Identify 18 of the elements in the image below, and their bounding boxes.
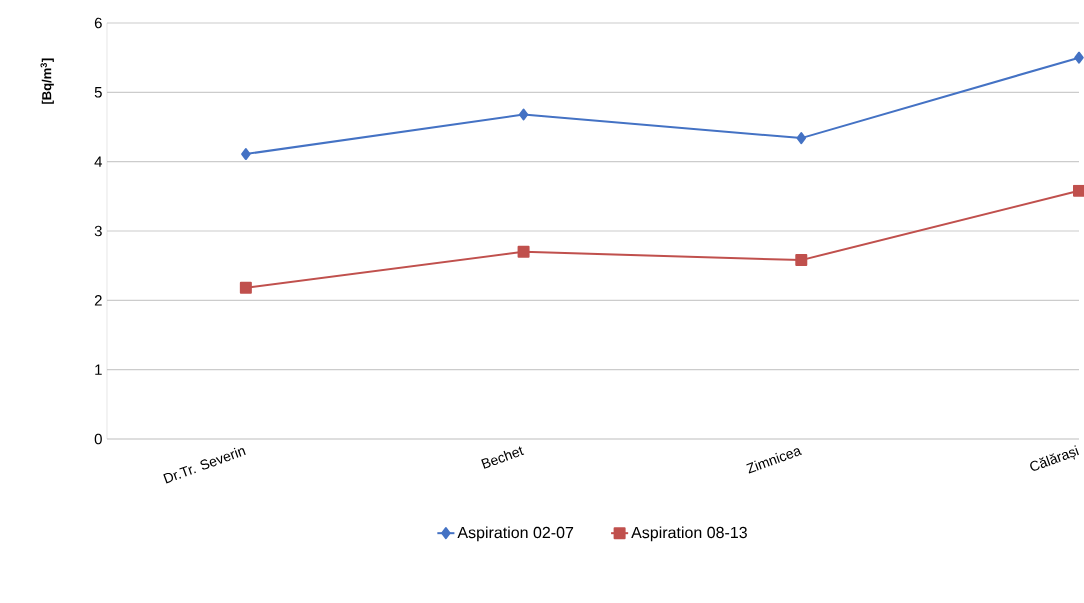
y-tick-label: 0 xyxy=(94,433,102,445)
point xyxy=(241,148,251,161)
x-tick-label: Bechet xyxy=(481,446,525,469)
y-tick-label: 3 xyxy=(94,225,102,237)
legend-label: Aspiration 02-07 xyxy=(457,526,574,542)
y-tick-label: 6 xyxy=(94,17,102,29)
y-tick-label: 4 xyxy=(94,156,103,167)
y-axis-title: [Bq/m$^{3}$] xyxy=(40,58,54,104)
point xyxy=(239,281,252,294)
point xyxy=(518,108,529,121)
point xyxy=(517,245,530,258)
point xyxy=(796,132,807,145)
x-tick-label: Dr.Tr. Severin xyxy=(163,447,246,484)
y-tick-label: 5 xyxy=(94,87,102,98)
point xyxy=(795,254,808,267)
y-tick-label: 2 xyxy=(94,295,102,306)
y-tick-label: 1 xyxy=(95,364,102,375)
legend-label: Aspiration 08-13 xyxy=(631,526,747,542)
